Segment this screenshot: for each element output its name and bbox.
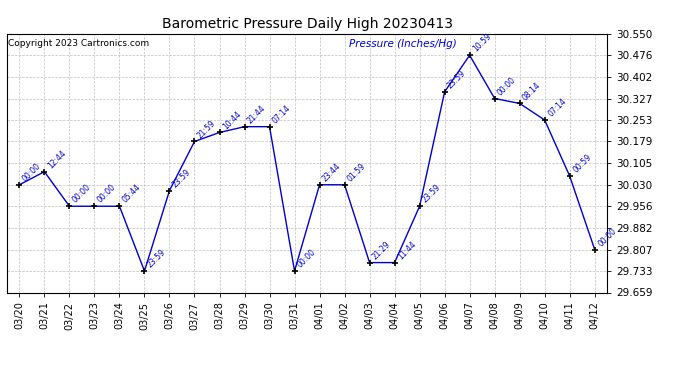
Text: 10:59: 10:59 — [471, 32, 493, 54]
Text: 08:14: 08:14 — [521, 80, 543, 102]
Text: 01:59: 01:59 — [346, 162, 368, 183]
Title: Barometric Pressure Daily High 20230413: Barometric Pressure Daily High 20230413 — [161, 17, 453, 31]
Text: 21:29: 21:29 — [371, 240, 393, 261]
Text: 23:59: 23:59 — [421, 183, 443, 205]
Text: 21:59: 21:59 — [196, 118, 217, 140]
Text: 12:44: 12:44 — [46, 148, 68, 170]
Text: 00:00: 00:00 — [596, 226, 618, 248]
Text: 07:14: 07:14 — [546, 97, 568, 118]
Text: 23:59: 23:59 — [171, 167, 193, 189]
Text: 07:14: 07:14 — [271, 104, 293, 125]
Text: 00:00: 00:00 — [96, 183, 118, 205]
Text: 11:44: 11:44 — [396, 240, 417, 261]
Text: Copyright 2023 Cartronics.com: Copyright 2023 Cartronics.com — [8, 39, 148, 48]
Text: 00:59: 00:59 — [571, 153, 593, 175]
Text: Pressure (Inches/Hg): Pressure (Inches/Hg) — [349, 39, 457, 49]
Text: 23:59: 23:59 — [146, 248, 168, 270]
Text: 00:00: 00:00 — [71, 183, 92, 205]
Text: 00:00: 00:00 — [21, 162, 43, 183]
Text: 21:44: 21:44 — [246, 104, 268, 125]
Text: 23:59: 23:59 — [446, 69, 468, 90]
Text: 05:44: 05:44 — [121, 183, 143, 205]
Text: 00:00: 00:00 — [296, 248, 318, 270]
Text: 10:44: 10:44 — [221, 109, 243, 131]
Text: 00:00: 00:00 — [496, 75, 518, 97]
Text: 23:44: 23:44 — [321, 162, 343, 183]
